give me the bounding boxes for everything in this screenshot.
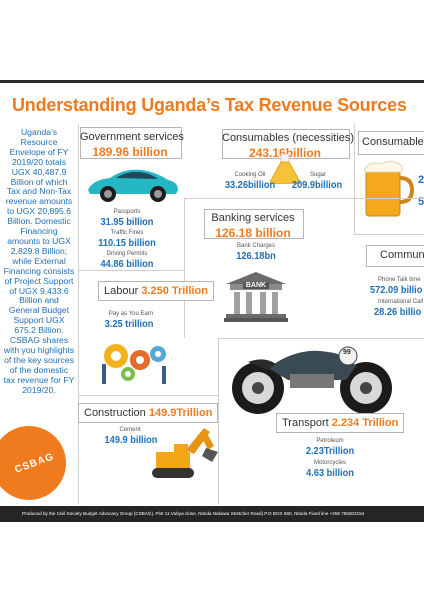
divider — [184, 198, 185, 338]
driving-permits-value: 44.86 billion — [100, 258, 154, 270]
labour-amount: 3.250 Trillion — [141, 285, 208, 297]
talk-time-label: Phone Talk time — [378, 277, 421, 283]
petroleum-value: 2.23Trillion — [305, 445, 355, 457]
banking-amount: 126.18 billion — [215, 226, 291, 240]
cement-value: 149.9 billion — [104, 434, 158, 446]
consumables-luxury-panel — [358, 131, 424, 155]
excavator-icon — [152, 428, 218, 478]
top-margin — [0, 0, 424, 80]
consumables-heading: Consumables (necessities) — [222, 132, 355, 144]
motorcycles-label: Motorcycles — [313, 460, 346, 466]
divider — [218, 338, 424, 339]
transport-badge: 99 — [343, 349, 351, 356]
driving-permits-label: Driving Permits — [106, 251, 148, 257]
beer-mug-icon — [363, 160, 414, 217]
motorcycles-value: 4.63 billion — [306, 467, 354, 479]
cooking-oil-value: 33.26billion — [224, 179, 276, 191]
communication-panel — [366, 245, 424, 267]
sugar-value: 209.9billion — [291, 179, 343, 191]
traffic-fines-value: 110.15 billion — [98, 237, 156, 249]
divider — [78, 124, 79, 504]
international-call-label: International Call — [378, 299, 424, 305]
transport-panel: Transport 2.234 Trillion — [276, 413, 405, 433]
car-icon — [88, 169, 178, 202]
banking-panel — [204, 209, 304, 239]
transport-amount: 2.234 Trillion — [331, 417, 399, 429]
cooking-oil-label: Cooking Oil — [234, 172, 266, 178]
government-amount: 189.96 billion — [92, 145, 168, 159]
bank-charges-label: Bank Charges — [236, 243, 276, 249]
transport-heading: Transport — [282, 417, 329, 429]
communication-heading: Communic — [380, 249, 424, 261]
labour-heading: Labour — [104, 285, 139, 297]
paye-label: Pay as You Earn — [108, 311, 154, 317]
passports-label: Passports — [113, 209, 141, 215]
luxury-value-2: 5 — [418, 196, 424, 208]
government-panel — [80, 127, 182, 159]
cement-label: Cement — [119, 427, 141, 433]
construction-heading: Construction — [84, 407, 146, 419]
government-heading: Government services — [80, 131, 184, 143]
logo-circle — [0, 426, 66, 500]
petroleum-label: Petroleum — [316, 438, 344, 444]
banking-heading: Banking services — [211, 212, 295, 224]
bank-sign: BANK — [243, 282, 269, 289]
consumables-amount: 243.16billion — [248, 146, 322, 160]
oil-flask-icon — [269, 154, 301, 184]
footer-bar: Produced by the Civil Society Budget Adv… — [0, 506, 424, 522]
luxury-value-1: 2 — [418, 174, 424, 186]
divider — [354, 234, 424, 235]
traffic-fines-label: Traffic Fines — [110, 230, 144, 236]
sugar-label: Sugar — [309, 172, 326, 178]
passports-value: 31.95 billion — [100, 216, 154, 228]
divider — [78, 270, 184, 271]
labour-panel: Labour 3.250 Trillion — [98, 281, 214, 301]
divider — [218, 338, 219, 504]
gears-workers-icon — [102, 344, 166, 384]
construction-panel: Construction 149.9Trillion — [78, 403, 219, 423]
talk-time-value: 572.09 billio — [370, 284, 423, 296]
divider — [78, 395, 218, 396]
page-title: Understanding Uganda’s Tax Revenue Sourc… — [12, 95, 407, 115]
consumables-luxury-heading: Consumables ( — [362, 136, 424, 148]
paye-value: 3.25 trillion — [104, 318, 154, 330]
bank-building-icon — [224, 272, 288, 322]
divider — [184, 198, 424, 199]
motorcycle-icon — [232, 346, 392, 414]
construction-amount: 149.9Trillion — [148, 407, 213, 419]
bank-charges-value: 126.18bn — [236, 250, 276, 262]
divider — [354, 124, 355, 234]
international-call-value: 28.26 billio — [374, 306, 422, 318]
intro-text: Uganda's Resource Envelope of FY 2019/20… — [3, 127, 75, 395]
